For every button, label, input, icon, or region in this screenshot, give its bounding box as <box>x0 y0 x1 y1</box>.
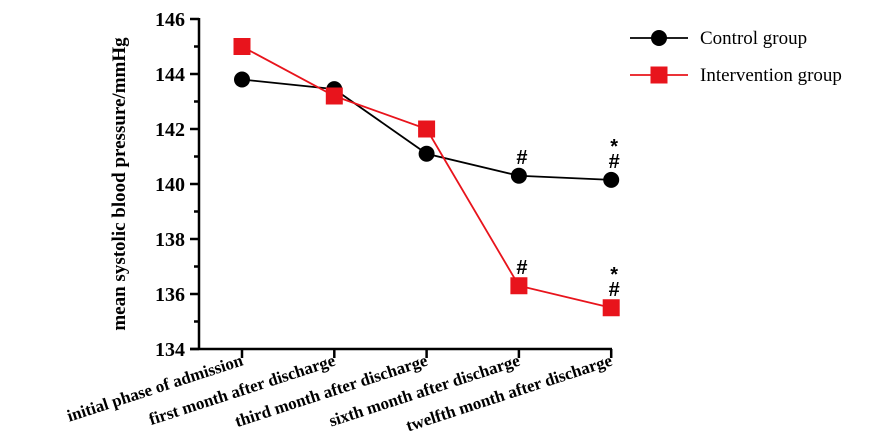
hash-marker: # <box>609 151 620 173</box>
y-tick-label: 146 <box>155 9 185 31</box>
data-point-square <box>510 277 528 295</box>
data-point-square <box>418 120 436 138</box>
asterisk-marker: * <box>610 264 618 286</box>
data-point-square <box>233 38 251 55</box>
significance-annotations: # *## *# <box>516 136 619 301</box>
data-point-circle <box>603 171 620 188</box>
legend-entry: Intervention group <box>630 65 842 86</box>
y-tick-label: 136 <box>155 284 185 306</box>
legend-label: Intervention group <box>700 65 842 86</box>
series-layer <box>233 38 620 317</box>
legend-label: Control group <box>700 28 807 49</box>
hash-marker: # <box>609 279 620 301</box>
axes <box>190 18 612 351</box>
y-tick-label: 134 <box>155 339 185 361</box>
y-axis-ticks: 134 136 138 140 142 144 146 <box>155 9 199 361</box>
data-point-square <box>602 299 620 317</box>
y-axis-title: mean systolic blood pressure/mmHg <box>109 37 130 331</box>
data-point-circle <box>418 145 435 162</box>
hash-marker: # <box>516 147 527 169</box>
asterisk-marker: * <box>610 136 618 158</box>
legend: Control group Intervention group <box>630 28 842 86</box>
hash-marker: # <box>516 257 527 279</box>
legend-entry: Control group <box>630 28 807 49</box>
y-tick-label: 140 <box>155 174 185 196</box>
legend-circle-marker <box>651 30 667 46</box>
data-point-square <box>325 87 343 105</box>
series-intervention <box>233 38 620 317</box>
y-tick-label: 144 <box>155 64 185 86</box>
y-tick-label: 142 <box>155 119 185 141</box>
data-point-circle <box>234 71 250 88</box>
y-tick-label: 138 <box>155 229 185 251</box>
data-point-circle <box>510 167 527 184</box>
legend-square-marker <box>650 66 668 84</box>
